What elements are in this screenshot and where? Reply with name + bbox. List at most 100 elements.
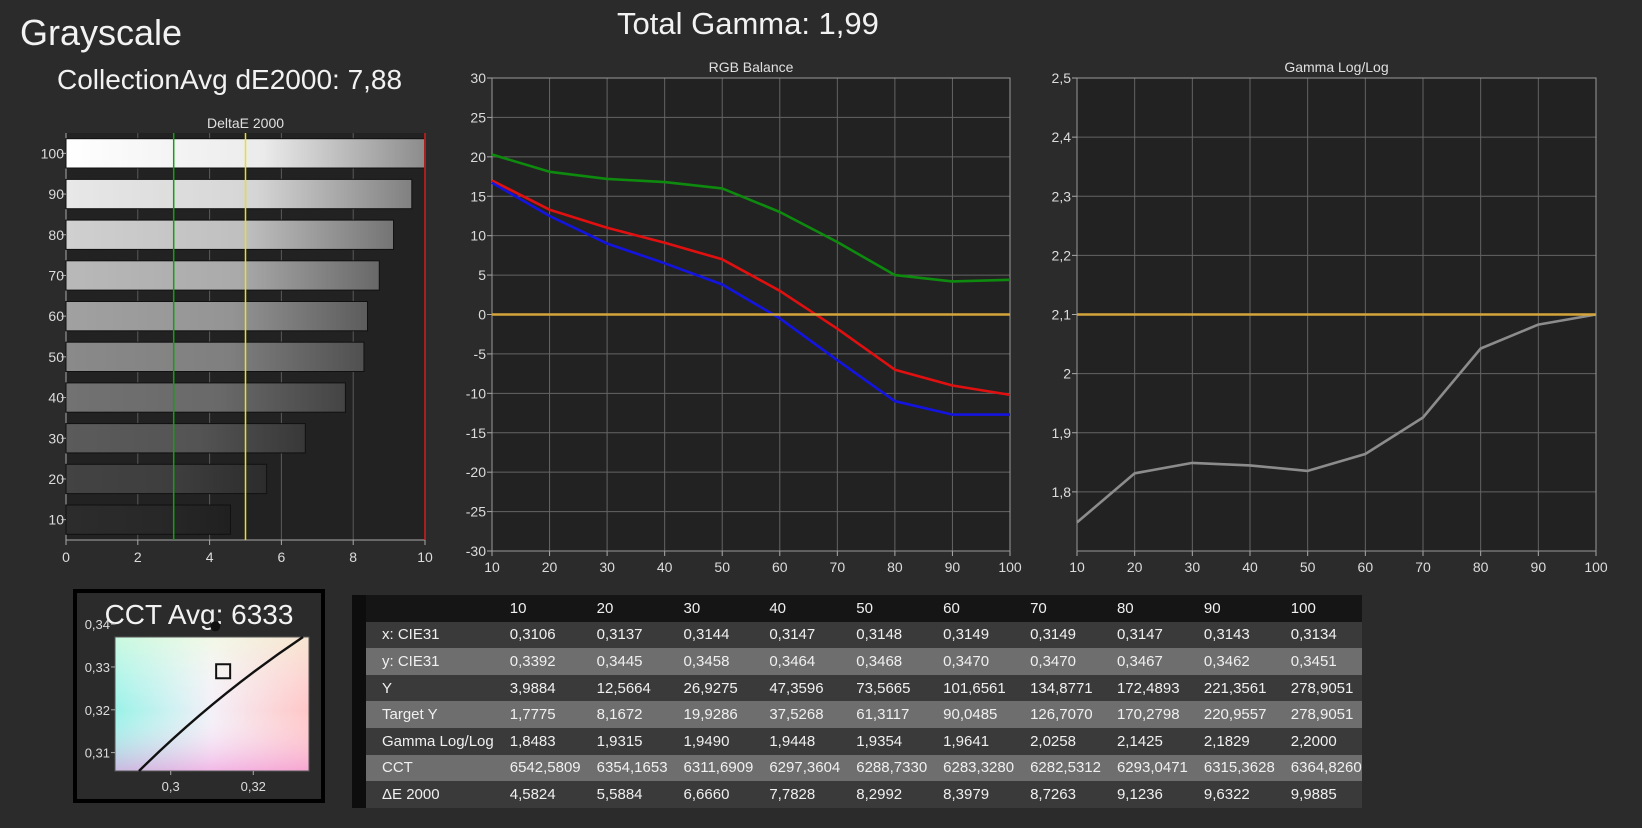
cie-y-tick-label: 0,32 [85,703,110,718]
rgb-x-tick-label: 70 [830,559,846,575]
table-cell: 0,3451 [1274,648,1362,675]
deltae-x-tick-label: 0 [62,549,70,565]
table-cell: 0,3149 [1014,621,1101,649]
table-row: x: CIE31 0,3106 0,3137 0,3144 0,3147 0,3148 0,… [352,621,1362,649]
table-row: Y 3,9884 12,5664 26,9275 47,3596 73,5665 101,6… [352,674,1362,702]
table-cell: 47,3596 [753,674,841,702]
table-cell: 6315,3628 [1187,754,1275,782]
deltae-y-tick-label: 40 [48,390,64,406]
deltae-x-tick-label: 10 [417,549,433,565]
table-column-header: 40 [753,595,841,622]
table-cell: 2,2000 [1274,727,1362,755]
table-column-header: 10 [493,595,581,622]
gamma-title: Gamma Log/Log [1284,59,1388,75]
table-cell: 221,3561 [1187,674,1275,702]
table-cell: 126,7070 [1014,701,1101,728]
rgb-x-tick-label: 60 [772,559,788,575]
table-row-label: y: CIE31 [366,648,494,675]
table-cell: 1,9448 [753,727,841,755]
deltae-title: DeltaE 2000 [207,115,284,131]
deltae-y-tick-label: 50 [48,349,64,365]
table-cell: 0,3458 [667,648,754,675]
table-cell: 5,5884 [580,781,668,808]
rgb-balance-chart: RGB Balance302520151050-5-10-15-20-25-30… [466,59,1022,575]
page-title: Grayscale [20,12,183,53]
deltae-x-tick-label: 4 [206,549,214,565]
table-cell: 8,2992 [840,781,928,808]
gamma-x-tick-label: 70 [1415,559,1431,575]
table-cell: 6282,5312 [1014,754,1101,782]
table-cell: 1,9315 [580,727,668,755]
rgb-y-tick-label: -5 [474,346,487,362]
cie-y-tick-label: 0,34 [85,617,110,632]
table-column-header: 20 [580,595,668,622]
table-cell: 6,6660 [667,781,754,808]
cie-y-tick-label: 0,31 [85,746,110,761]
table-cell: 9,1236 [1100,781,1188,808]
table-cell: 9,6322 [1187,781,1275,808]
gamma-y-tick-label: 2,5 [1052,70,1072,86]
table-cell: 0,3148 [840,621,928,649]
table-cell: 1,9354 [840,727,928,755]
deltae-bar [65,504,232,535]
rgb-y-tick-label: -30 [466,543,486,559]
deltae-y-tick-label: 20 [48,471,64,487]
rgb-series-red [491,179,1011,397]
table-cell: 134,8771 [1014,674,1101,702]
deltae-y-tick-label: 90 [48,186,64,202]
collection-avg-readout: CollectionAvg dE2000: 7,88 [57,64,403,95]
gamma-x-tick-label: 20 [1127,559,1143,575]
rgb-y-tick-label: -20 [466,464,486,480]
gamma-x-tick-label: 100 [1584,559,1608,575]
table-row: ΔE 2000 4,5824 5,5884 6,6660 7,7828 8,2992 8,3… [352,781,1362,808]
cie-y-tick-label: 0,33 [85,660,110,675]
table-cell: 0,3470 [927,648,1015,675]
gamma-x-tick-label: 30 [1185,559,1201,575]
rgb-y-tick-label: -10 [466,385,486,401]
rgb-y-tick-label: -15 [466,425,486,441]
table-cell: 6288,7330 [840,754,928,782]
table-cell: 6354,1653 [580,754,668,782]
deltae-y-tick-label: 10 [48,512,64,528]
gamma-y-tick-label: 2,4 [1052,129,1072,145]
table-stripe [352,701,366,728]
table-cell: 0,3144 [667,621,754,649]
gamma-series-gamma_line [1076,313,1597,524]
gamma-y-tick-label: 2 [1063,366,1071,382]
data-table: 10 20 30 40 50 60 70 80 90 100 x: CIE31 0,3106 0,31… [352,595,1362,808]
rgb-y-tick-label: 20 [470,149,486,165]
table-cell: 37,5268 [753,701,841,728]
table-row: y: CIE31 0,3392 0,3445 0,3458 0,3464 0,3468 0,… [352,648,1362,675]
table-stripe [352,754,366,782]
table-cell: 7,7828 [753,781,841,808]
gamma-x-tick-label: 10 [1069,559,1085,575]
table-row-label: Y [366,674,494,702]
table-cell: 9,9885 [1274,781,1362,808]
table-cell: 278,9051 [1274,701,1362,728]
rgb-y-tick-label: 10 [470,228,486,244]
table-stripe [352,595,366,622]
deltae-bar [65,463,268,495]
table-cell: 1,7775 [493,701,581,728]
table-column-header: 60 [927,595,1015,622]
rgb-x-tick-label: 50 [714,559,730,575]
deltae-bar [65,341,365,373]
gamma-y-tick-label: 2,2 [1052,247,1072,263]
gamma-x-tick-label: 90 [1531,559,1547,575]
table-stripe [352,781,366,808]
table-cell: 0,3143 [1187,621,1275,649]
table-cell: 0,3462 [1187,648,1275,675]
table-column-header: 90 [1187,595,1275,622]
table-cell: 2,1425 [1100,727,1188,755]
table-cell: 6542,5809 [493,754,581,782]
table-cell: 1,9641 [927,727,1015,755]
gamma-x-tick-label: 60 [1358,559,1374,575]
rgb-series-green [491,153,1011,283]
table-cell: 0,3467 [1100,648,1188,675]
table-row-label: x: CIE31 [366,621,494,649]
table-cell: 170,2798 [1100,701,1188,728]
table-column-header: 100 [1274,595,1362,622]
table-cell: 220,9557 [1187,701,1275,728]
table-cell: 6293,0471 [1100,754,1188,782]
table-cell: 8,3979 [927,781,1015,808]
